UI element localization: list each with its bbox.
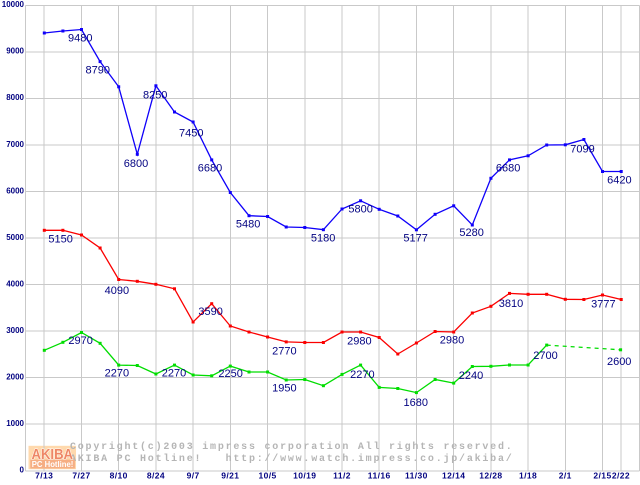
svg-text:8250: 8250 — [143, 89, 167, 101]
svg-text:3810: 3810 — [499, 298, 523, 310]
svg-text:0: 0 — [20, 466, 25, 475]
svg-text:2000: 2000 — [6, 373, 24, 382]
svg-text:1000: 1000 — [6, 419, 24, 428]
svg-text:6800: 6800 — [124, 158, 148, 170]
svg-text:9/21: 9/21 — [221, 470, 239, 480]
svg-text:Copyright(c)2003 impress corpo: Copyright(c)2003 impress corporation All… — [70, 441, 514, 453]
svg-text:5000: 5000 — [6, 233, 24, 242]
svg-text:2240: 2240 — [459, 370, 483, 382]
svg-text:2970: 2970 — [68, 335, 92, 347]
svg-text:8/24: 8/24 — [147, 470, 165, 480]
svg-text:7000: 7000 — [6, 140, 24, 149]
svg-text:6680: 6680 — [198, 162, 222, 174]
svg-text:3777: 3777 — [591, 298, 615, 310]
svg-text:6680: 6680 — [496, 163, 520, 175]
svg-text:11/16: 11/16 — [368, 470, 391, 480]
svg-text:9000: 9000 — [6, 47, 24, 56]
svg-text:6000: 6000 — [6, 186, 24, 195]
svg-text:7/13: 7/13 — [35, 470, 53, 480]
svg-text:2/1: 2/1 — [559, 470, 572, 480]
svg-text:5480: 5480 — [236, 219, 260, 231]
svg-text:7/27: 7/27 — [72, 470, 90, 480]
svg-text:3000: 3000 — [6, 326, 24, 335]
svg-text:8000: 8000 — [6, 93, 24, 102]
svg-text:2980: 2980 — [440, 335, 464, 347]
svg-text:10/19: 10/19 — [293, 470, 316, 480]
svg-text:12/14: 12/14 — [442, 470, 465, 480]
svg-text:9480: 9480 — [68, 33, 92, 45]
svg-text:AKIBA: AKIBA — [32, 446, 74, 463]
svg-text:3590: 3590 — [198, 306, 222, 318]
svg-text:12/28: 12/28 — [479, 470, 502, 480]
svg-text:2/15: 2/15 — [593, 470, 611, 480]
svg-text:5177: 5177 — [403, 232, 427, 244]
svg-text:2270: 2270 — [105, 367, 129, 379]
svg-text:4090: 4090 — [105, 285, 129, 297]
svg-text:2250: 2250 — [218, 368, 242, 380]
svg-text:8790: 8790 — [86, 65, 110, 77]
svg-text:7099: 7099 — [570, 143, 594, 155]
svg-text:5280: 5280 — [459, 227, 483, 239]
svg-text:2270: 2270 — [162, 367, 186, 379]
svg-text:2600: 2600 — [607, 356, 631, 368]
svg-text:5800: 5800 — [348, 203, 372, 215]
svg-text:2770: 2770 — [272, 346, 296, 358]
svg-text:4000: 4000 — [6, 279, 24, 288]
svg-text:1/18: 1/18 — [519, 470, 537, 480]
svg-text:2700: 2700 — [533, 350, 557, 362]
svg-text:1680: 1680 — [404, 397, 428, 409]
svg-text:PC Hotline!: PC Hotline! — [32, 460, 74, 469]
svg-text:5150: 5150 — [48, 234, 72, 246]
svg-text:1950: 1950 — [272, 382, 296, 394]
svg-text:2270: 2270 — [350, 369, 374, 381]
svg-text:2980: 2980 — [347, 336, 371, 348]
svg-text:9/7: 9/7 — [187, 470, 200, 480]
svg-text:11/2: 11/2 — [333, 470, 351, 480]
svg-text:10/5: 10/5 — [259, 470, 277, 480]
svg-text:10000: 10000 — [2, 0, 25, 9]
svg-text:5180: 5180 — [311, 233, 335, 245]
svg-text:AKIBA PC Hotline! http://www: AKIBA PC Hotline! http://www.watch.impre… — [70, 453, 514, 465]
svg-text:7450: 7450 — [179, 127, 203, 139]
svg-text:8/10: 8/10 — [110, 470, 128, 480]
svg-text:11/30: 11/30 — [405, 470, 428, 480]
svg-text:2/22: 2/22 — [612, 470, 630, 480]
svg-text:6420: 6420 — [607, 175, 631, 187]
